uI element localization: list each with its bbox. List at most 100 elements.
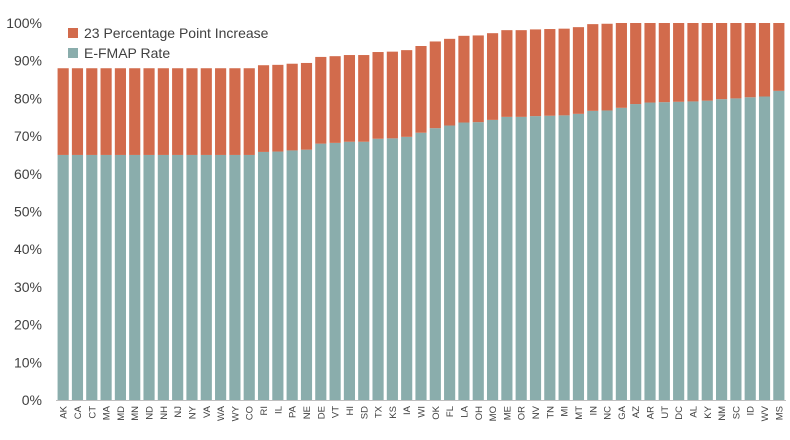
bar-increase-wa [215, 68, 227, 155]
x-tick-label: SC [731, 406, 742, 419]
bar-efmap-ks [386, 138, 398, 401]
x-tick-label: HI [345, 406, 356, 416]
bar-efmap-nm [716, 99, 728, 401]
bar-efmap-id [744, 97, 756, 401]
bar-increase-me [501, 30, 513, 117]
bar-efmap-hi [343, 141, 356, 400]
bar-increase-vt [329, 56, 341, 143]
bar-increase-wi [415, 46, 427, 133]
bar-increase-ga [615, 23, 627, 108]
bar-increase-wv [758, 23, 771, 97]
bar-increase-or [515, 30, 527, 117]
legend-swatch-increase [68, 28, 78, 38]
x-tick-label: MT [574, 406, 585, 420]
x-tick-label: DE [316, 406, 327, 419]
bar-increase-nc [601, 23, 613, 111]
bar-efmap-wy [229, 154, 241, 400]
bar-increase-ne [300, 62, 313, 150]
bar-efmap-mo [486, 119, 499, 400]
x-tick-label: IN [588, 406, 599, 416]
bar-efmap-wi [415, 132, 427, 400]
bar-efmap-oh [472, 122, 484, 401]
bar-efmap-mi [558, 115, 570, 401]
bar-efmap-il [272, 151, 284, 400]
bar-efmap-mn [129, 154, 141, 400]
x-tick-label: ND [145, 406, 156, 420]
bar-increase-mo [486, 33, 499, 120]
y-tick-label: 100% [6, 15, 42, 31]
bar-increase-nm [716, 23, 728, 100]
x-tick-label: WI [417, 406, 428, 418]
x-tick-label: UT [660, 406, 671, 419]
x-tick-label: KY [703, 405, 714, 418]
x-tick-label: WV [760, 405, 771, 421]
x-tick-label: NY [187, 405, 198, 419]
x-axis: AK CA CT MA MD MN ND NH NJ NY VA WA WY CO RI IL PA NE DE VT… [56, 400, 786, 421]
bar-increase-ok [429, 41, 441, 129]
bar-efmap-sc [730, 98, 742, 401]
bar-increase-nh [157, 68, 169, 155]
bar-increase-ak [57, 68, 69, 155]
bar-efmap-in [587, 110, 599, 400]
x-tick-label: CA [73, 405, 84, 419]
bar-increase-la [458, 35, 470, 123]
bar-efmap-nj [172, 154, 184, 400]
bar-efmap-ri [257, 151, 270, 400]
bar-efmap-ca [71, 154, 84, 400]
x-tick-label: IL [273, 406, 284, 414]
bar-increase-ks [386, 51, 398, 139]
y-axis: 0% 10% 20% 30% 40% 50% 60% 70% 80% 90% 100% [6, 15, 42, 408]
x-tick-label: CO [245, 406, 256, 420]
x-tick-label: ME [502, 406, 513, 420]
bar-increase-ri [257, 65, 270, 152]
x-tick-label: VA [202, 405, 213, 418]
bar-efmap-ma [100, 154, 112, 400]
bar-efmap-me [501, 116, 513, 401]
bar-efmap-pa [286, 150, 298, 400]
x-tick-label: OH [474, 406, 485, 420]
x-tick-label: RI [259, 406, 270, 416]
bar-efmap-al [687, 101, 699, 401]
bar-efmap-ga [615, 107, 627, 400]
bar-increase-va [200, 68, 212, 155]
bar-increase-hi [343, 55, 356, 142]
x-tick-label: NE [302, 406, 313, 419]
x-tick-label: AK [59, 405, 70, 418]
bar-increase-ny [186, 68, 198, 155]
bar-efmap-va [200, 154, 212, 400]
y-tick-label: 60% [14, 166, 42, 182]
bar-increase-ut [658, 23, 670, 103]
x-tick-label: MN [130, 406, 141, 421]
bar-increase-sc [730, 23, 742, 99]
bar-efmap-ia [401, 136, 413, 400]
legend-swatch-efmap [68, 48, 78, 58]
bar-efmap-la [458, 122, 470, 400]
x-tick-label: AL [688, 406, 699, 418]
x-tick-label: SD [359, 406, 370, 419]
bar-efmap-az [630, 104, 642, 400]
bar-increase-tx [372, 52, 384, 139]
bar-efmap-tn [544, 115, 556, 401]
x-tick-label: NJ [173, 406, 184, 418]
y-tick-label: 40% [14, 241, 42, 257]
bar-efmap-nh [157, 154, 169, 400]
bar-efmap-vt [329, 142, 341, 400]
bar-efmap-md [114, 154, 126, 400]
x-tick-label: WY [230, 405, 241, 421]
y-tick-label: 50% [14, 204, 42, 220]
y-tick-label: 30% [14, 279, 42, 295]
x-tick-label: NM [717, 406, 728, 421]
x-tick-label: FL [445, 406, 456, 417]
x-tick-label: ID [746, 406, 757, 416]
bar-increase-co [243, 68, 255, 155]
legend: 23 Percentage Point Increase E-FMAP Rate [68, 25, 269, 61]
bar-efmap-ok [429, 128, 441, 400]
bar-increase-dc [673, 23, 685, 102]
x-tick-label: MO [488, 406, 499, 421]
x-tick-label: CT [87, 406, 98, 419]
bar-efmap-wv [758, 96, 771, 400]
bar-efmap-ne [300, 149, 313, 400]
bar-increase-md [114, 68, 126, 155]
bar-increase-sd [358, 55, 370, 142]
bar-increase-ar [644, 23, 656, 103]
